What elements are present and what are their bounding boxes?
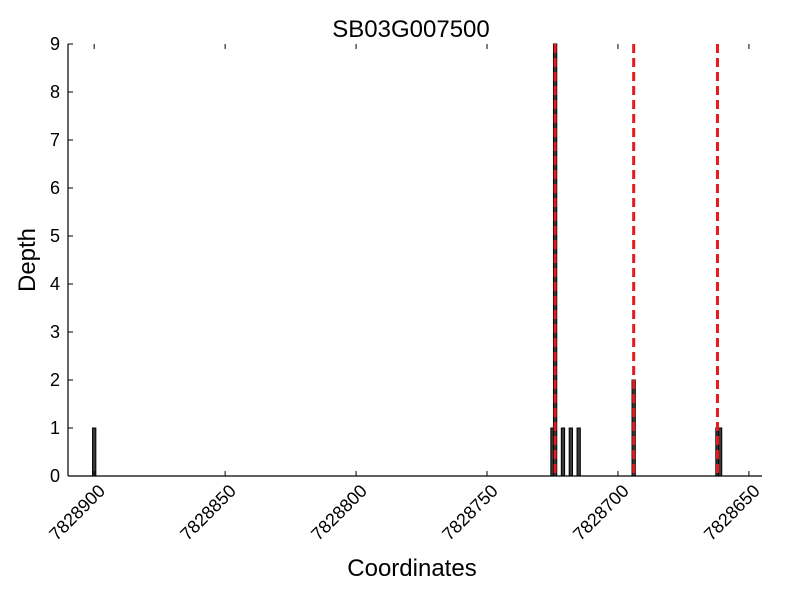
y-tick-label-4: 4 xyxy=(50,274,60,294)
x-tick-label-0: 7828900 xyxy=(45,481,109,545)
bars-group xyxy=(92,43,723,477)
y-tick-label-2: 2 xyxy=(50,370,60,390)
x-tick-label-1: 7828850 xyxy=(176,481,240,545)
y-axis-label: Depth xyxy=(14,228,41,292)
depth-bar-5 xyxy=(576,427,581,477)
x-ticks-group: 7828900 7828850 7828800 7828750 7828700 78286… xyxy=(45,44,764,545)
x-axis-label: Coordinates xyxy=(347,555,476,582)
y-tick-label-3: 3 xyxy=(50,322,60,342)
y-ticks-group: 0 1 2 3 4 5 6 7 8 9 xyxy=(50,34,73,486)
axes-group xyxy=(67,44,762,477)
x-tick-label-2: 7828800 xyxy=(307,481,371,545)
y-tick-label-7: 7 xyxy=(50,130,60,150)
y-tick-label-5: 5 xyxy=(50,226,60,246)
y-tick-label-1: 1 xyxy=(50,418,60,438)
depth-bar-3 xyxy=(560,427,566,477)
y-tick-label-8: 8 xyxy=(50,82,60,102)
chart-title: SB03G007500 xyxy=(332,16,489,43)
depth-bar-0 xyxy=(92,427,97,477)
depth-bar-4 xyxy=(568,427,573,477)
x-tick-label-3: 7828750 xyxy=(438,481,502,545)
y-tick-label-9: 9 xyxy=(50,34,60,54)
x-tick-label-5: 7828650 xyxy=(700,481,764,545)
reference-lines-group xyxy=(553,44,719,476)
x-tick-label-4: 7828700 xyxy=(569,481,633,545)
y-tick-label-0: 0 xyxy=(50,466,60,486)
y-tick-label-6: 6 xyxy=(50,178,60,198)
